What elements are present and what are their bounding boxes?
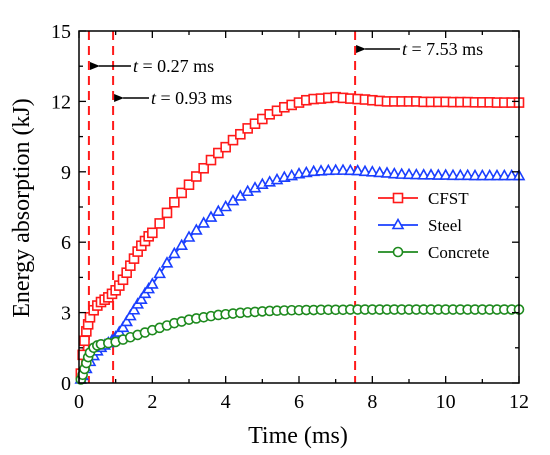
steel-data-point	[395, 167, 409, 179]
steel-data-point	[424, 168, 438, 180]
series-layer	[74, 91, 526, 385]
steel-data-point	[439, 168, 453, 180]
y-tick-label: 12	[51, 91, 71, 113]
x-tick-label: 8	[367, 391, 377, 413]
cfst-data-point	[220, 141, 231, 153]
steel-data-point	[409, 167, 423, 180]
steel-data-point	[329, 163, 343, 175]
legend: CFST Steel Concrete	[378, 189, 489, 262]
y-tick-label: 6	[61, 232, 71, 254]
cfst-data-point	[79, 335, 90, 347]
steel-data-point	[497, 168, 511, 181]
steel-data-point	[387, 166, 401, 179]
annotation-label: t = 0.93 ms	[151, 88, 232, 108]
x-axis-label: Time (ms)	[248, 423, 348, 449]
steel-data-point	[182, 230, 196, 242]
y-axis-label: Energy absorption (kJ)	[9, 98, 35, 318]
y-tick-label: 9	[61, 162, 71, 184]
cfst-data-point	[205, 154, 217, 166]
legend-label: Concrete	[428, 243, 489, 262]
steel-data-point	[461, 168, 475, 181]
plot-background	[79, 31, 519, 383]
steel-data-point	[321, 163, 335, 176]
x-tick-label: 12	[509, 391, 529, 413]
x-tick-label: 0	[74, 391, 84, 413]
axes-layer: 0 2 4 6 8 10 12 0 3 6 9 12 15	[51, 21, 529, 413]
annotation-label: t = 7.53 ms	[402, 39, 483, 59]
steel-data-point	[189, 223, 203, 235]
steel-data-point	[204, 210, 218, 222]
annotation-label: t = 0.27 ms	[133, 56, 214, 76]
cfst-data-point	[154, 218, 165, 229]
steel-data-point	[468, 168, 482, 181]
steel-data-point	[167, 246, 181, 259]
steel-data-point	[145, 277, 159, 289]
steel-data-point	[160, 256, 174, 268]
steel-data-point	[431, 168, 445, 180]
steel-data-point	[351, 163, 365, 176]
legend-marker	[392, 192, 404, 204]
annotation-layer: t = 0.27 ms t = 0.93 ms t = 7.53 ms	[89, 39, 483, 108]
cfst-data-point	[191, 171, 202, 182]
legend-label: Steel	[428, 216, 462, 235]
steel-data-point	[123, 308, 137, 321]
steel-data-point	[153, 266, 167, 279]
x-tick-label: 6	[294, 391, 304, 413]
cfst-data-point	[147, 227, 158, 239]
steel-data-point	[373, 165, 387, 178]
steel-data-point	[197, 216, 211, 228]
y-tick-label: 0	[61, 373, 71, 395]
steel-data-point	[134, 292, 148, 304]
cfst-data-point	[161, 207, 173, 219]
steel-data-point	[402, 167, 416, 180]
steel-data-point	[483, 168, 497, 181]
steel-data-point	[219, 199, 233, 212]
steel-data-point	[505, 168, 519, 181]
steel-data-point	[336, 163, 350, 175]
x-tick-label: 2	[147, 391, 157, 413]
steel-data-point	[343, 163, 357, 176]
plot-area	[79, 31, 519, 383]
steel-data-point	[358, 164, 372, 177]
steel-data-point	[446, 168, 460, 181]
legend-item-concrete: Concrete	[378, 243, 489, 262]
steel-data-point	[365, 165, 379, 177]
cfst-data-point	[183, 179, 195, 191]
legend-item-cfst: CFST	[378, 189, 469, 208]
y-tick-label: 3	[61, 303, 71, 325]
steel-data-point	[175, 238, 189, 251]
cfst-data-point	[169, 197, 180, 208]
legend-label: CFST	[428, 189, 469, 208]
cfst-data-point	[176, 187, 187, 199]
x-tick-label: 4	[221, 391, 231, 413]
legend-marker	[392, 246, 404, 258]
legend-marker	[391, 217, 405, 230]
steel-data-point	[380, 166, 394, 178]
steel-data-point	[127, 303, 141, 315]
annotation-2: t = 0.93 ms	[114, 88, 232, 108]
annotation-3: t = 7.53 ms	[356, 39, 483, 59]
x-tick-label: 10	[436, 391, 456, 413]
cfst-data-point	[235, 128, 246, 140]
legend-item-steel: Steel	[378, 216, 462, 235]
series-concrete	[75, 304, 525, 385]
steel-data-point	[453, 168, 467, 181]
steel-data-point	[490, 168, 504, 181]
cfst-data-point	[198, 162, 209, 174]
cfst-data-point	[227, 134, 239, 146]
steel-data-point	[120, 314, 134, 327]
steel-data-point	[417, 168, 431, 180]
annotation-1: t = 0.27 ms	[89, 56, 214, 76]
steel-data-point	[475, 168, 489, 181]
y-tick-label: 15	[51, 21, 71, 43]
cfst-data-point	[213, 147, 224, 159]
steel-data-point	[116, 320, 130, 333]
